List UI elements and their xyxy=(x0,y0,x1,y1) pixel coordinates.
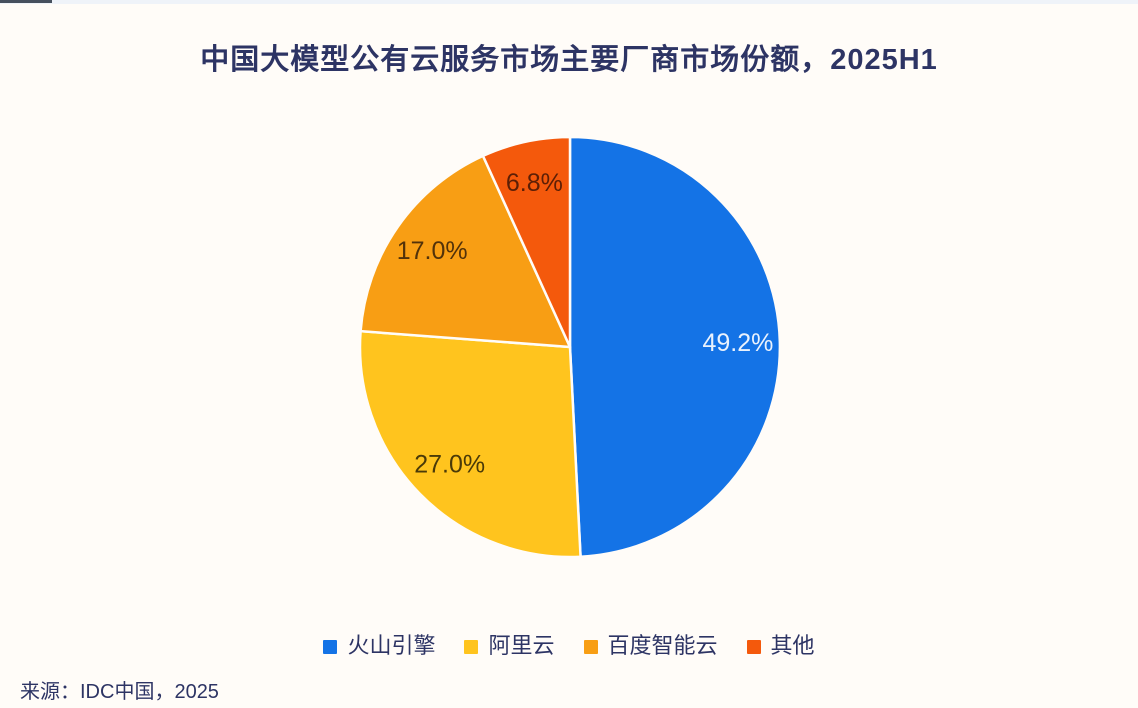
legend-swatch-baidu-ai-cloud xyxy=(583,640,598,654)
legend-swatch-alibaba-cloud xyxy=(464,640,479,654)
source-note: 来源：IDC中国，2025 xyxy=(20,681,219,703)
legend-label-alibaba-cloud: 阿里云 xyxy=(488,633,555,658)
chart-legend: 火山引擎 阿里云 百度智能云 其他 xyxy=(0,632,1138,660)
legend-item-volcano-engine: 火山引擎 xyxy=(323,632,435,660)
legend-swatch-others xyxy=(746,640,761,654)
legend-label-baidu-ai-cloud: 百度智能云 xyxy=(607,633,718,658)
pie-slice-label-2: 17.0% xyxy=(397,237,468,265)
pie-slice-1 xyxy=(358,329,582,559)
legend-label-others: 其他 xyxy=(770,633,815,658)
legend-item-others: 其他 xyxy=(746,632,815,660)
pie-slice-0 xyxy=(568,135,782,558)
top-strip-mark xyxy=(0,0,52,3)
pie-slice-label-1: 27.0% xyxy=(414,450,485,478)
pie-slice-3 xyxy=(481,135,572,349)
top-strip xyxy=(0,0,1138,4)
pie-slice-label-0: 49.2% xyxy=(702,329,773,357)
chart-title: 中国大模型公有云服务市场主要厂商市场份额，2025H1 xyxy=(200,44,938,76)
pie-slice-label-3: 6.8% xyxy=(506,169,563,197)
legend-swatch-volcano-engine xyxy=(323,640,338,654)
pie-chart: 49.2% 27.0% 17.0% 6.8% xyxy=(358,135,782,559)
legend-item-baidu-ai-cloud: 百度智能云 xyxy=(583,632,718,660)
legend-item-alibaba-cloud: 阿里云 xyxy=(464,632,555,660)
pie-slice-2 xyxy=(359,154,572,349)
legend-label-volcano-engine: 火山引擎 xyxy=(347,633,436,658)
